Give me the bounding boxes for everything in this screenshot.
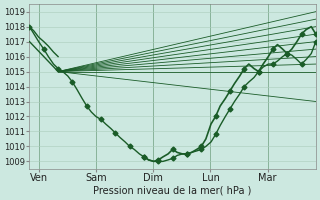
X-axis label: Pression niveau de la mer( hPa ): Pression niveau de la mer( hPa ): [93, 186, 252, 196]
